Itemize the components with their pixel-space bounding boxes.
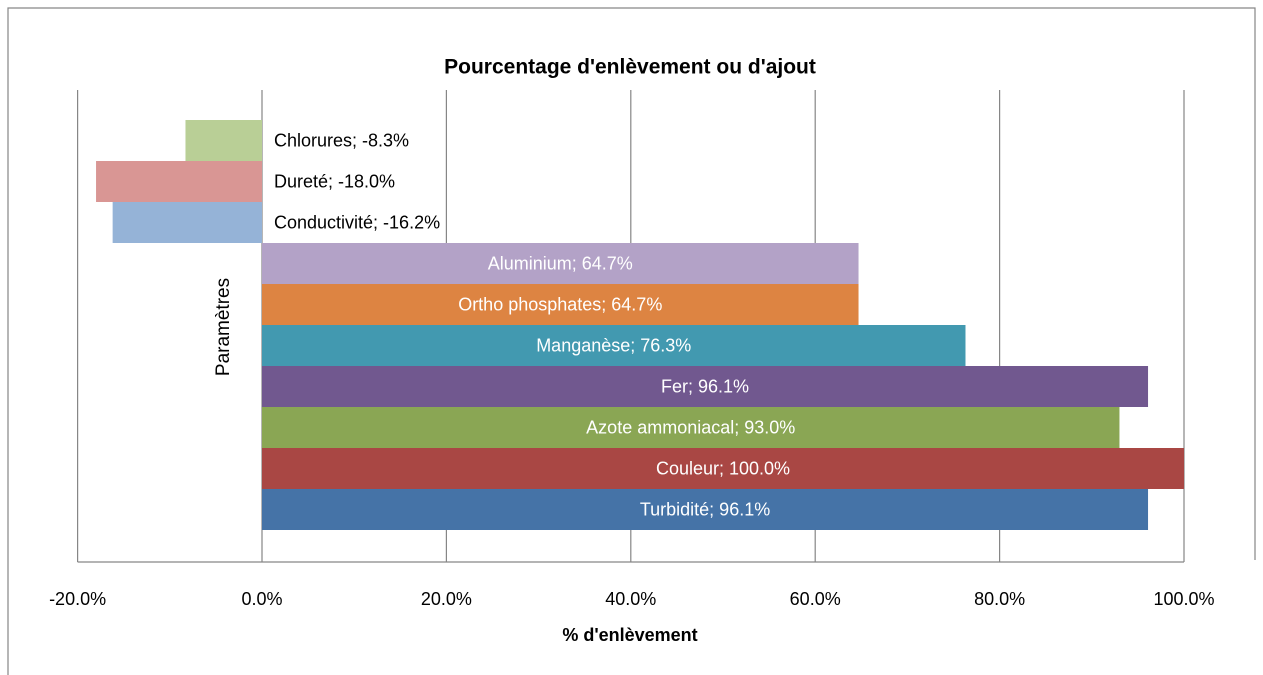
x-axis-label: % d'enlèvement — [562, 625, 697, 645]
bar — [262, 489, 1149, 530]
bar — [262, 448, 1184, 489]
bar — [262, 407, 1120, 448]
chart-frame — [7, 7, 1256, 675]
data-label: Turbidité; 96.1% — [640, 499, 770, 519]
labels: Chlorures; -8.3% Dureté; -18.0% Conductivi… — [274, 130, 795, 519]
bar — [262, 243, 859, 284]
bar — [112, 202, 262, 243]
x-tick-label: 60.0% — [790, 589, 841, 609]
data-label: Manganèse; 76.3% — [536, 335, 691, 355]
bar — [262, 366, 1149, 407]
bar — [96, 161, 262, 202]
data-label: Chlorures; -8.3% — [274, 130, 409, 150]
data-label: Aluminium; 64.7% — [488, 253, 633, 273]
x-tick-label: 100.0% — [1153, 589, 1214, 609]
data-label: Ortho phosphates; 64.7% — [458, 294, 662, 314]
data-label: Conductivité; -16.2% — [274, 212, 440, 232]
bar — [262, 325, 966, 366]
data-label: Couleur; 100.0% — [656, 458, 790, 478]
chart-title: Pourcentage d'enlèvement ou d'ajout — [444, 56, 816, 79]
data-label: Azote ammoniacal; 93.0% — [586, 417, 795, 437]
bars — [96, 120, 1184, 530]
x-tick-label: 40.0% — [605, 589, 656, 609]
x-tick-label: 80.0% — [974, 589, 1025, 609]
x-tick-label: -20.0% — [49, 589, 106, 609]
bar — [185, 120, 262, 161]
x-tick-label: 20.0% — [421, 589, 472, 609]
data-label: Dureté; -18.0% — [274, 171, 395, 191]
x-tick-label: 0.0% — [241, 589, 282, 609]
y-axis-label: Paramètres — [213, 278, 234, 376]
bar — [262, 284, 859, 325]
data-label: Fer; 96.1% — [661, 376, 749, 396]
